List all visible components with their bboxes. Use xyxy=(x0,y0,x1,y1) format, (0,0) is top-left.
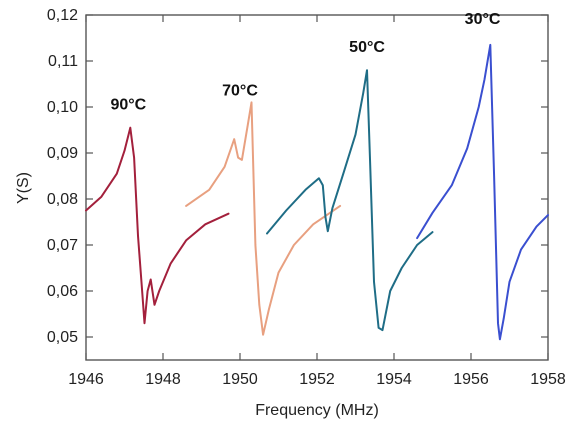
x-tick-label: 1950 xyxy=(222,371,258,388)
series-label: 30°C xyxy=(465,11,501,28)
y-tick-label: 0,09 xyxy=(47,145,78,162)
series-line-2 xyxy=(266,69,434,332)
series-line-1 xyxy=(185,101,342,336)
y-tick-label: 0,10 xyxy=(47,99,78,116)
y-tick-label: 0,08 xyxy=(47,191,78,208)
series-label: 50°C xyxy=(349,39,385,56)
x-tick-label: 1958 xyxy=(530,371,566,388)
x-tick-label: 1956 xyxy=(453,371,489,388)
plot-frame xyxy=(85,14,549,361)
series-label: 70°C xyxy=(222,83,258,100)
y-tick-label: 0,05 xyxy=(47,329,78,346)
axis-ticks: 1946 1948 1950 1952 1954 1956 1958 0,05 0,06 0,07… xyxy=(47,7,566,388)
y-axis-title: Y(S) xyxy=(15,172,32,204)
series-line-3 xyxy=(416,43,549,341)
y-tick-label: 0,12 xyxy=(47,7,78,24)
series-label: 90°C xyxy=(110,96,146,113)
y-tick-label: 0,11 xyxy=(48,53,78,70)
x-tick-label: 1954 xyxy=(376,371,412,388)
y-tick-label: 0,07 xyxy=(47,237,78,254)
series-line-0 xyxy=(85,126,230,325)
x-tick-label: 1946 xyxy=(68,371,104,388)
x-axis-title: Frequency (MHz) xyxy=(255,402,379,419)
series-layer: 90°C 70°C 50°C 30°C xyxy=(85,11,549,341)
x-tick-label: 1948 xyxy=(145,371,181,388)
x-tick-label: 1952 xyxy=(299,371,335,388)
y-tick-label: 0,06 xyxy=(47,283,78,300)
